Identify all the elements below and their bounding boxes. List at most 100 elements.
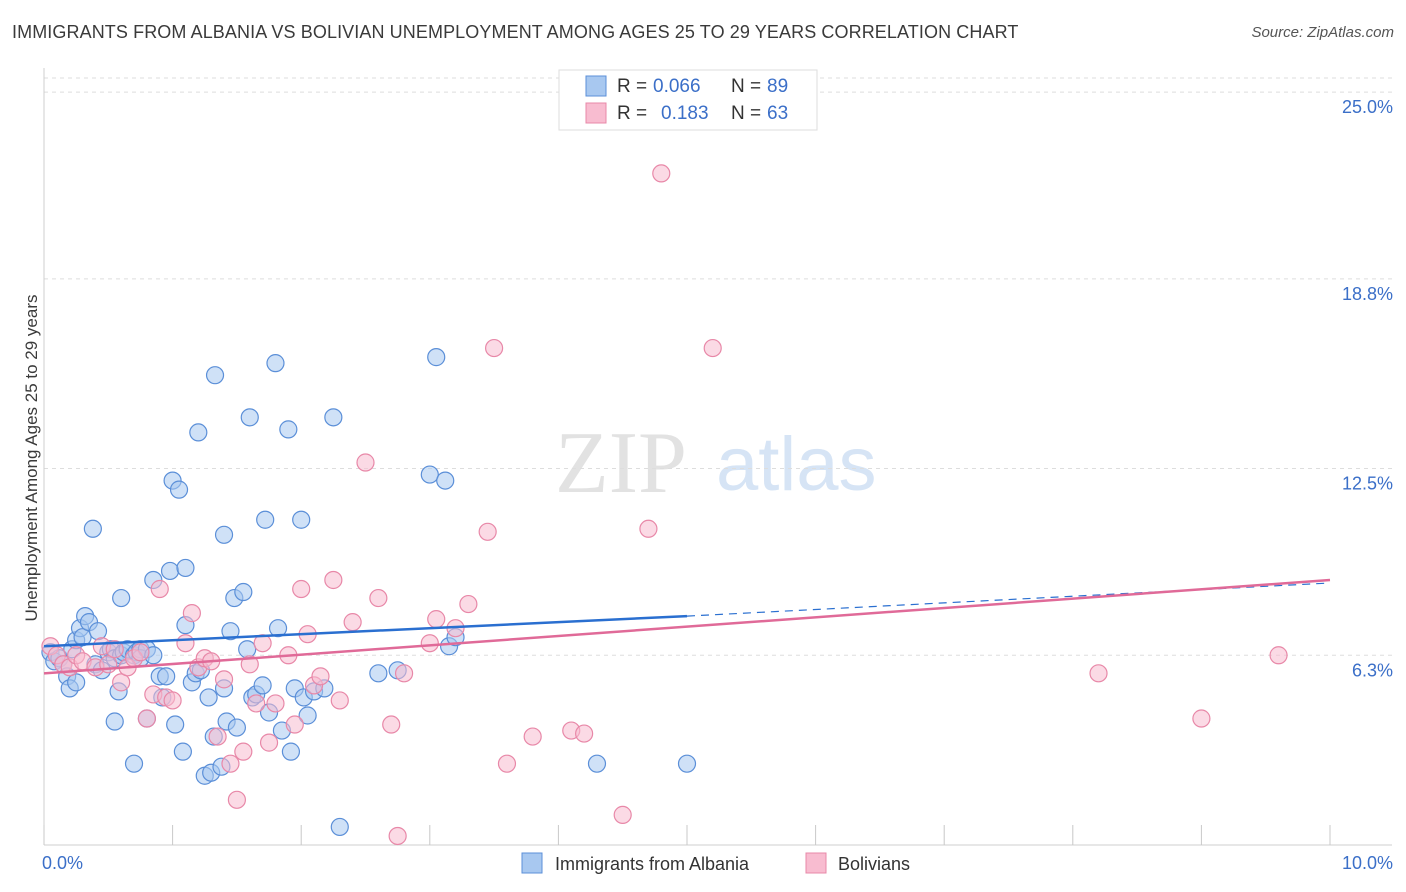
point-albania-85 <box>427 348 446 367</box>
point-albania-62 <box>238 640 257 659</box>
point-albania-77 <box>298 706 317 725</box>
trend-line-bolivia <box>43 578 1331 675</box>
bottom-legend-swatch-bolivia <box>805 852 827 874</box>
point-bolivia-51 <box>459 594 478 614</box>
point-bolivia-45 <box>382 715 401 734</box>
point-albania-60 <box>227 718 246 737</box>
legend-n-value-1: 89 <box>767 76 788 97</box>
point-albania-63 <box>240 408 259 427</box>
watermark: ZIP atlas <box>555 415 877 512</box>
point-albania-72 <box>279 420 298 439</box>
point-bolivia-9 <box>105 640 124 659</box>
point-bolivia-41 <box>330 691 349 710</box>
point-albania-61 <box>234 582 253 602</box>
point-bolivia-19 <box>176 634 195 653</box>
point-bolivia-58 <box>613 805 632 824</box>
point-bolivia-42 <box>343 613 362 632</box>
point-bolivia-24 <box>208 727 227 746</box>
point-bolivia-31 <box>253 634 272 653</box>
point-bolivia-33 <box>266 694 285 713</box>
point-bolivia-43 <box>356 453 375 472</box>
point-bolivia-49 <box>427 610 446 629</box>
point-albania-82 <box>369 664 388 683</box>
legend-n-label-1: N = <box>731 76 761 97</box>
point-albania-13 <box>83 519 102 538</box>
point-bolivia-39 <box>311 667 330 686</box>
point-albania-89 <box>587 754 607 773</box>
point-bolivia-62 <box>1089 664 1108 683</box>
legend-r-value-1: 0.066 <box>653 76 701 97</box>
x-tick-label-min: 0.0% <box>42 853 83 873</box>
bottom-legend-label-albania: Immigrants from Albania <box>555 854 750 874</box>
y-axis-label: Unemployment Among Ages 25 to 29 years <box>22 295 41 622</box>
trend-lines <box>43 578 1331 675</box>
point-bolivia-16 <box>150 579 169 599</box>
point-bolivia-47 <box>394 664 414 683</box>
point-albania-56 <box>214 525 234 544</box>
y-tick-label-1: 12.5% <box>1342 474 1393 494</box>
point-albania-53 <box>205 366 225 385</box>
point-bolivia-18 <box>163 691 182 710</box>
point-albania-67 <box>256 510 275 529</box>
y-tick-labels: 6.3% 12.5% 18.8% 25.0% <box>1342 97 1393 680</box>
point-albania-40 <box>166 715 185 734</box>
point-bolivia-10 <box>112 673 131 692</box>
point-albania-90 <box>677 754 697 773</box>
point-bolivia-27 <box>227 790 246 809</box>
watermark-atlas: atlas <box>716 422 877 507</box>
legend-swatch-bolivia <box>585 102 607 124</box>
point-albania-47 <box>189 423 208 442</box>
point-bolivia-29 <box>240 655 259 674</box>
y-tick-label-3: 25.0% <box>1342 97 1393 117</box>
point-bolivia-44 <box>369 588 388 608</box>
bottom-legend-label-bolivia: Bolivians <box>838 854 910 874</box>
point-bolivia-59 <box>639 519 658 538</box>
point-bolivia-46 <box>388 826 407 846</box>
legend-r-label-2: R = <box>617 103 647 124</box>
point-albania-75 <box>292 510 311 529</box>
point-albania-15 <box>88 622 108 641</box>
point-albania-73 <box>281 742 301 761</box>
legend-box: R = 0.066 N = 89 R = 0.183 N = 63 <box>558 69 818 131</box>
y-tick-label-0: 6.3% <box>1352 660 1393 680</box>
point-albania-7 <box>67 673 86 692</box>
point-bolivia-54 <box>497 754 517 773</box>
scatter-points <box>41 164 1288 846</box>
bottom-legend: Immigrants from Albania Bolivians <box>521 852 910 874</box>
point-bolivia-57 <box>575 724 594 743</box>
point-bolivia-13 <box>131 643 150 662</box>
trend-line-albania <box>43 614 688 648</box>
x-axis-ticks <box>43 825 1331 845</box>
point-bolivia-60 <box>652 164 671 183</box>
legend-n-value-2: 63 <box>767 103 788 124</box>
point-albania-41 <box>169 480 189 499</box>
legend-r-value-2: 0.183 <box>661 103 709 124</box>
point-bolivia-36 <box>292 579 311 599</box>
point-albania-20 <box>105 712 124 731</box>
point-bolivia-64 <box>1269 646 1288 665</box>
point-albania-58 <box>221 622 240 641</box>
point-bolivia-26 <box>221 754 240 773</box>
point-albania-66 <box>253 676 272 695</box>
point-bolivia-40 <box>324 570 343 590</box>
point-bolivia-20 <box>182 604 201 623</box>
x-tick-label-max: 10.0% <box>1342 853 1393 873</box>
point-albania-81 <box>330 817 349 837</box>
point-albania-26 <box>124 754 144 773</box>
point-bolivia-35 <box>285 715 304 734</box>
point-albania-38 <box>160 561 180 581</box>
watermark-zip: ZIP <box>555 415 687 512</box>
point-bolivia-53 <box>485 338 504 358</box>
point-albania-50 <box>199 688 218 707</box>
point-albania-10 <box>73 628 92 647</box>
point-albania-80 <box>324 408 343 427</box>
grid-lines <box>44 77 1392 656</box>
chart-title: IMMIGRANTS FROM ALBANIA VS BOLIVIAN UNEM… <box>12 22 1019 42</box>
point-bolivia-63 <box>1192 709 1211 728</box>
point-albania-42 <box>173 742 192 761</box>
point-bolivia-52 <box>478 522 497 541</box>
point-bolivia-30 <box>247 694 266 713</box>
point-bolivia-25 <box>214 670 234 689</box>
point-albania-70 <box>268 619 288 638</box>
